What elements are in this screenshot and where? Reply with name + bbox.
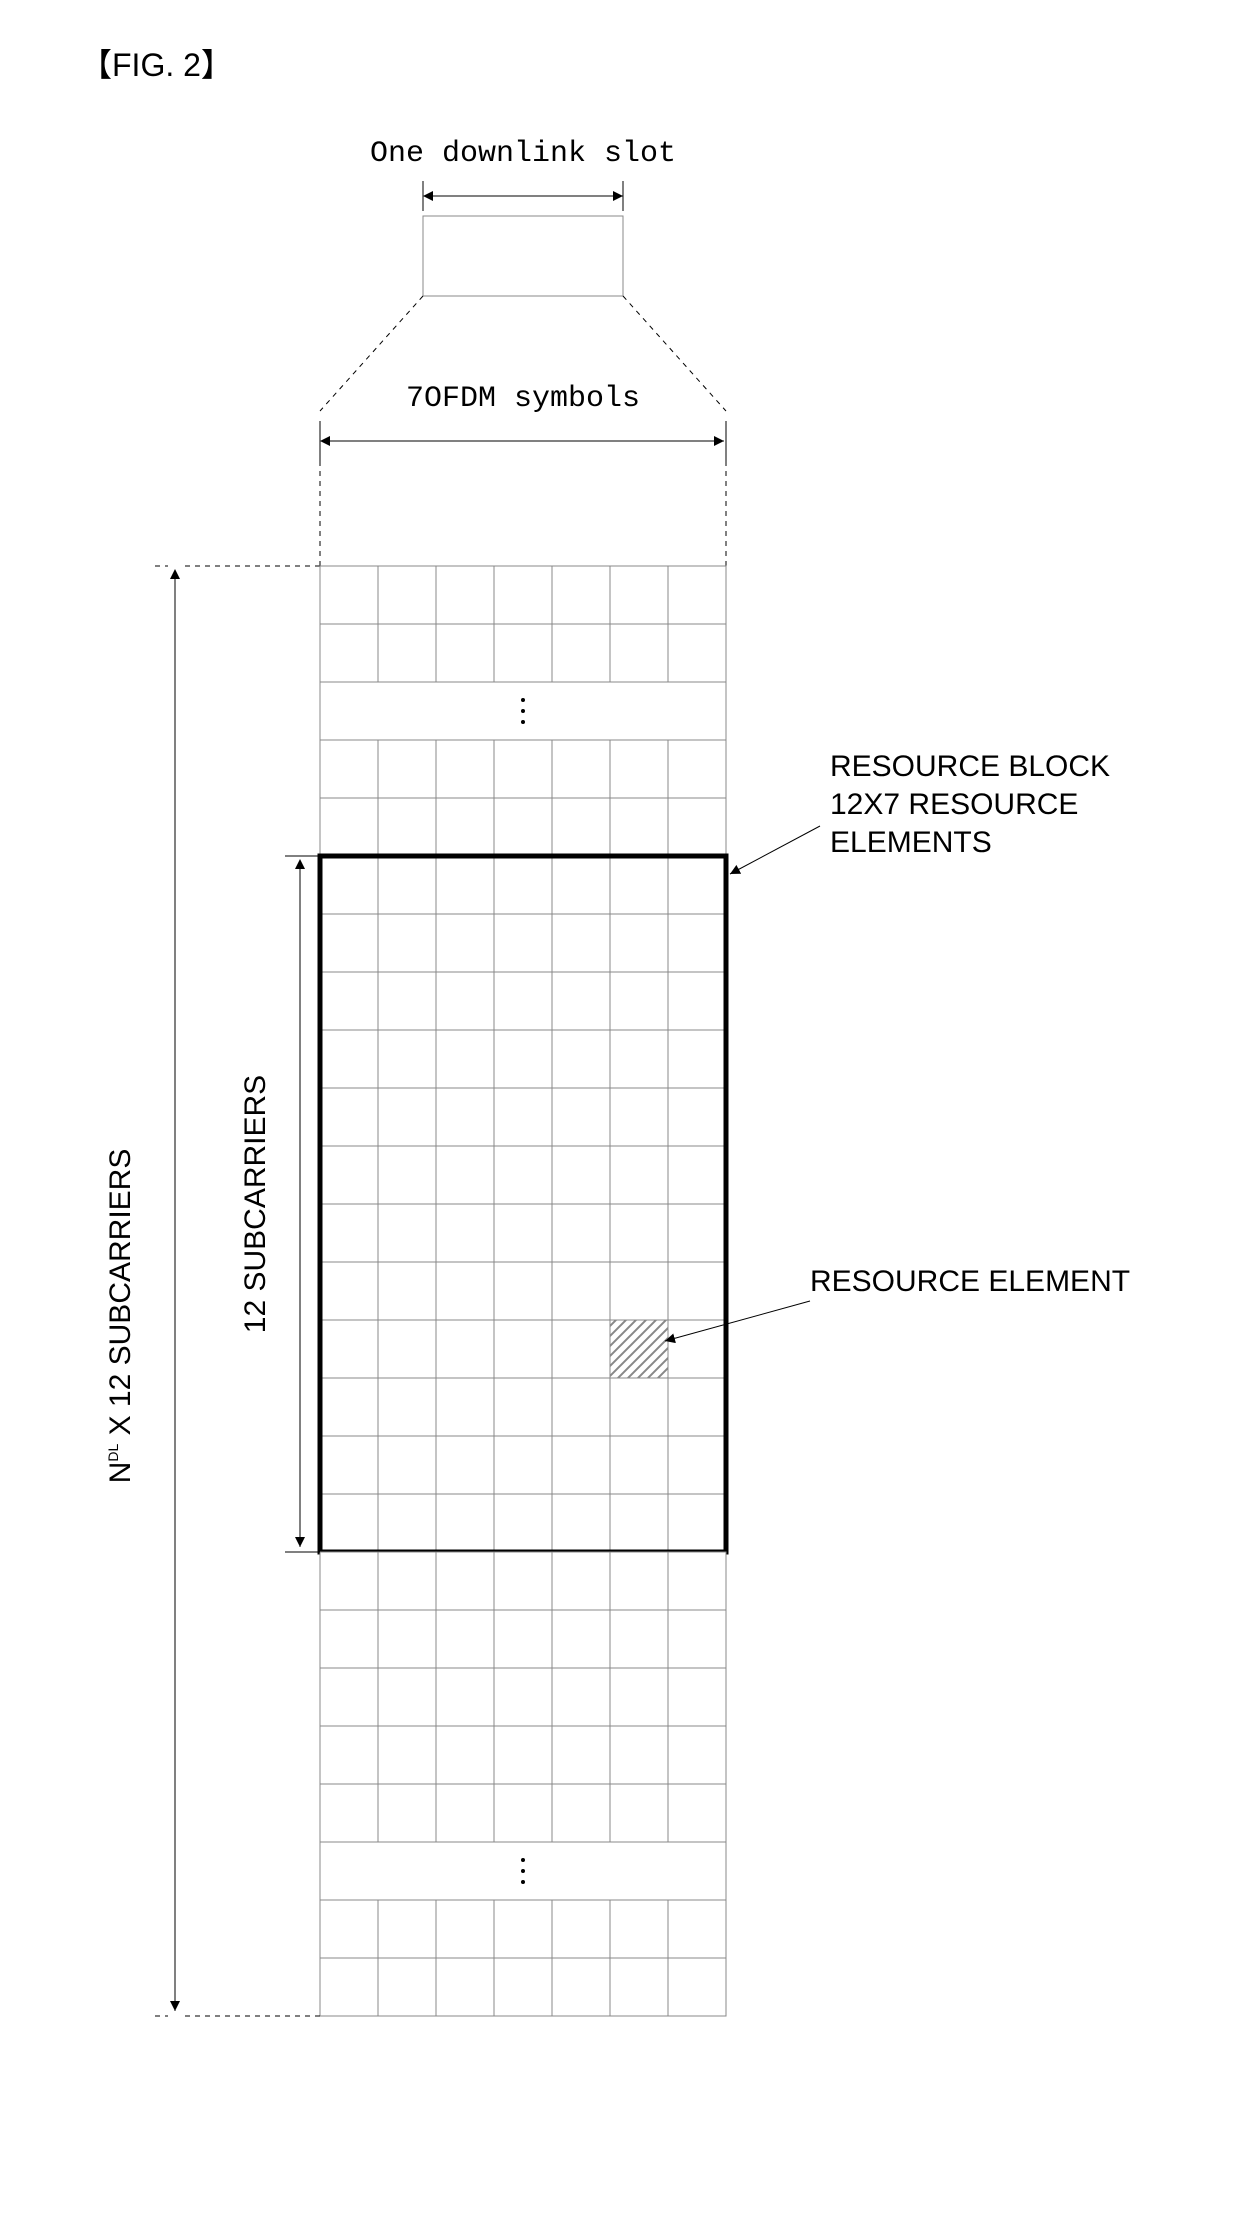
resource-block-label-3: ELEMENTS [830,826,992,859]
bottom-rows-1 [320,1552,726,1842]
resource-block-arrow [730,826,820,874]
ndl-subcarriers-label: NDL X 12 SUBCARRIERS [104,1149,137,1484]
resource-block-label-2: 12X7 RESOURCE [830,788,1078,821]
resource-block-grid [320,856,726,1552]
resource-element-cell [610,1320,668,1378]
resource-element-label: RESOURCE ELEMENT [810,1265,1130,1298]
ellipsis-dot [521,698,525,702]
resource-block-label-1: RESOURCE BLOCK [830,750,1110,783]
ellipsis-dot [521,1880,525,1884]
ellipsis-dot [521,709,525,713]
ellipsis-dot [521,1858,525,1862]
top-rows-2 [320,740,726,856]
top-rows-1 [320,566,726,682]
figure-caption: 【FIG. 2】 [80,40,1220,86]
bottom-rows-2 [320,1900,726,2016]
slot-box [423,216,623,296]
twelve-subcarriers-label: 12 SUBCARRIERS [239,1075,272,1333]
ellipsis-dot [521,720,525,724]
ellipsis-dot [521,1869,525,1873]
ofdm-symbols-label: 7OFDM symbols [406,382,640,416]
resource-grid-diagram: One downlink slot 7OFDM symbols NDL X 12… [20,106,1220,2156]
one-downlink-slot-label: One downlink slot [370,137,676,171]
